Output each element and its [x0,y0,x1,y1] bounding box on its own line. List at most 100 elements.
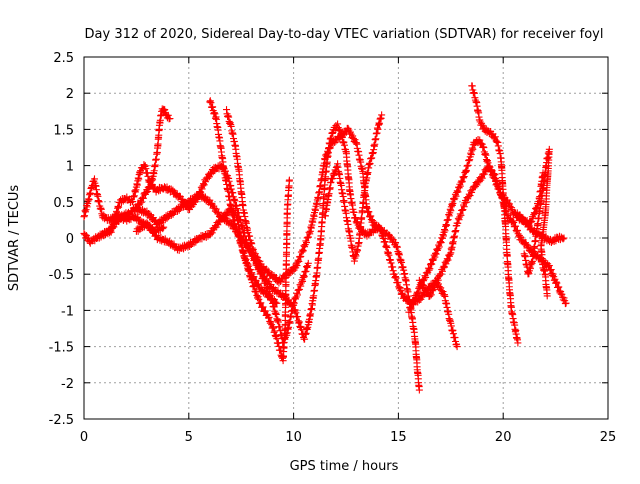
y-tick-label: 2.5 [53,51,74,66]
data-point [304,233,312,241]
data-point [453,189,461,197]
data-point [142,188,150,196]
data-point [304,259,312,267]
y-tick-label: -1.5 [49,341,74,356]
data-point [478,174,486,182]
data-point [449,199,457,207]
data-point [251,276,259,284]
data-point [437,284,445,292]
data-point [210,109,218,117]
data-point [349,134,357,142]
data-point [139,224,147,232]
data-point [522,240,530,248]
data-point [261,307,269,315]
data-point [475,178,483,186]
data-point [252,252,260,260]
data-point [209,168,217,176]
data-point [422,285,430,293]
data-point [146,177,154,185]
data-point [529,214,537,222]
data-point [531,210,539,218]
data-point [208,229,216,237]
y-tick-label: -0.5 [49,268,74,283]
x-tick-label: 10 [285,430,302,445]
data-point [460,203,468,211]
y-tick-label: 1 [66,160,74,175]
data-point [427,291,435,299]
data-point [558,290,566,298]
data-point [293,291,301,299]
data-point [513,226,521,234]
data-point [476,136,484,144]
data-point [420,275,428,283]
x-axis-ticks: 0 5 10 15 20 25 [80,57,616,445]
data-point [300,272,308,280]
data-point [487,166,495,174]
data-point [134,227,142,235]
series-s8 [321,111,386,265]
data-point [396,284,404,292]
data-point [446,250,454,258]
y-tick-label: 0 [66,232,74,247]
data-point [294,313,302,321]
data-point [444,256,452,264]
data-point [264,267,272,275]
data-point [439,264,447,272]
data-point [269,295,277,303]
data-point [510,219,518,227]
data-point [206,98,214,106]
data-point [250,248,258,256]
data-point [303,263,311,271]
data-point [528,217,536,225]
data-point [426,265,434,273]
data-point [166,115,174,123]
data-point [137,198,145,206]
data-point [454,188,462,196]
data-point [292,309,300,317]
data-point [186,199,194,207]
series-s13 [512,169,547,227]
data-point [303,234,311,242]
data-point [207,230,215,238]
series-s11 [468,82,522,347]
data-point [454,219,462,227]
data-point [173,207,181,215]
y-tick-label: -1 [61,304,74,319]
data-point [200,181,208,189]
data-point [324,149,332,157]
data-point [378,111,386,119]
data-point [266,319,274,327]
data-point [555,283,563,291]
data-point [291,307,299,315]
data-point [300,273,308,281]
data-point [150,228,158,236]
data-point [164,111,172,119]
data-point [394,278,402,286]
data-point [159,225,167,233]
data-point [408,301,416,309]
data-point [295,319,303,327]
data-point [365,208,373,216]
y-tick-label: 1.5 [53,123,74,138]
data-point [431,284,439,292]
data-point [302,239,310,247]
data-point [285,176,293,184]
data-point [437,239,445,247]
data-point [547,266,555,274]
data-point [269,323,277,331]
data-point [145,210,153,218]
data-point [428,260,436,268]
data-point [388,235,396,243]
data-point [460,173,468,181]
data-point [456,213,464,221]
data-point [429,285,437,293]
data-point [208,103,216,111]
data-point [460,174,468,182]
data-point [534,201,542,209]
data-point [294,286,302,294]
data-point [485,162,493,170]
data-point [299,247,307,255]
x-tick-label: 0 [80,430,88,445]
data-point [204,174,212,182]
